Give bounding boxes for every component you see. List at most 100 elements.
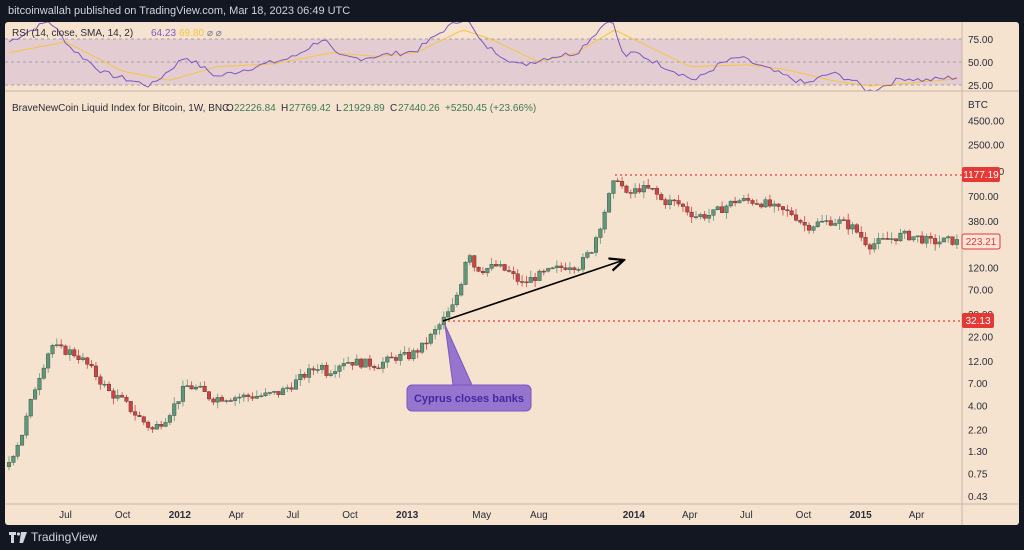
candle-body: [550, 267, 555, 270]
candle-body: [272, 391, 277, 393]
candle-body: [946, 236, 951, 239]
candle-body: [502, 264, 507, 271]
candle-body: [707, 215, 712, 219]
candle-body: [354, 358, 359, 366]
candle-body: [920, 235, 925, 244]
candle-body: [685, 206, 690, 213]
candle-body: [754, 203, 759, 205]
candle-body: [898, 232, 903, 242]
candle-body: [820, 220, 825, 223]
candle-body: [924, 236, 929, 244]
price-tick-label: 7.00: [968, 379, 988, 390]
candle-body: [737, 200, 742, 204]
candle-body: [67, 349, 72, 355]
candle-body: [785, 209, 790, 211]
candle-body: [146, 421, 151, 428]
candle-body: [576, 269, 581, 271]
candle-body: [137, 415, 142, 417]
candle-body: [680, 203, 685, 207]
candle-body: [180, 385, 185, 402]
candle-body: [376, 367, 381, 370]
candle-body: [85, 357, 90, 365]
candle-body: [246, 394, 251, 397]
candle-body: [72, 349, 77, 357]
rsi-line: [8, 22, 958, 92]
candle-body: [54, 344, 59, 346]
candle-body: [398, 354, 403, 361]
ohlc-change: +5250.45 (+23.66%): [445, 103, 536, 114]
rsi-na-marks: ⌀ ⌀: [207, 28, 222, 39]
price-level-high: 1177.19: [615, 167, 1000, 182]
trend-arrow[interactable]: [442, 260, 624, 322]
candle-body: [824, 220, 829, 222]
symbol-title: BraveNewCoin Liquid Index for Bitcoin, 1…: [12, 103, 229, 114]
candle-body: [389, 356, 394, 359]
candle-body: [702, 214, 707, 219]
candle-body: [915, 235, 920, 238]
price-tick-label: 4.00: [968, 401, 988, 412]
candle-body: [663, 199, 668, 205]
price-tick-label: 2.20: [968, 426, 988, 437]
candle-body: [467, 255, 472, 263]
candle-body: [267, 392, 272, 394]
candle-body: [250, 396, 255, 399]
candle-body: [480, 271, 485, 274]
ohlc-high: 27769.42: [289, 103, 331, 114]
candle-body: [263, 392, 268, 396]
candle-body: [276, 391, 281, 395]
candle-body: [620, 181, 625, 187]
ohlc-close-label: C: [390, 103, 397, 114]
candle-body: [837, 219, 842, 224]
candle-body: [872, 243, 877, 250]
candle-body: [172, 403, 177, 416]
candle-body: [589, 252, 594, 254]
candle-body: [515, 273, 520, 282]
candle-body: [259, 395, 264, 397]
candle-body: [537, 270, 542, 281]
candle-body: [876, 238, 881, 244]
candle-body: [315, 369, 320, 371]
candle-body: [507, 270, 512, 272]
candle-body: [411, 350, 416, 360]
candle-body: [459, 284, 464, 296]
candle-body: [667, 199, 672, 205]
candle-body: [11, 455, 16, 463]
callout-annotation[interactable]: Cyprus closes banks: [406, 324, 532, 412]
candle-body: [624, 185, 629, 193]
candle-body: [372, 366, 377, 369]
candle-body: [854, 224, 859, 233]
candle-body: [485, 268, 490, 274]
candle-body: [28, 399, 33, 417]
candle-body: [711, 209, 716, 216]
price-pane: [7, 176, 959, 471]
candle-body: [689, 211, 694, 218]
candle-body: [528, 277, 533, 283]
footer-brand[interactable]: TradingView: [31, 530, 98, 544]
candle-body: [207, 391, 212, 400]
candle-body: [367, 358, 372, 367]
candle-body: [254, 396, 259, 399]
candle-body: [407, 352, 412, 360]
candle-body: [41, 367, 46, 379]
time-tick-label: Jul: [59, 510, 72, 521]
candle-body: [189, 385, 194, 390]
candle-body: [659, 194, 664, 200]
candle-body: [224, 400, 229, 402]
candle-body: [80, 357, 85, 360]
candle-body: [133, 411, 138, 416]
candle-body: [646, 185, 651, 189]
time-tick-label: Oct: [342, 510, 358, 521]
candle-body: [533, 277, 538, 281]
candle-body: [15, 445, 20, 457]
candle-body: [567, 267, 572, 270]
candle-body: [954, 239, 959, 245]
candle-body: [385, 356, 390, 363]
candle-body: [763, 199, 768, 208]
candle-body: [598, 228, 603, 238]
ohlc-high-label: H: [281, 103, 288, 114]
candle-body: [102, 383, 107, 386]
chart-canvas[interactable]: 75.0050.0025.004500.002500.001300.00700.…: [5, 22, 1019, 525]
chart-frame: 75.0050.0025.004500.002500.001300.00700.…: [5, 22, 1019, 525]
rsi-sma-value: 69.80: [179, 28, 204, 39]
candle-body: [911, 236, 916, 241]
